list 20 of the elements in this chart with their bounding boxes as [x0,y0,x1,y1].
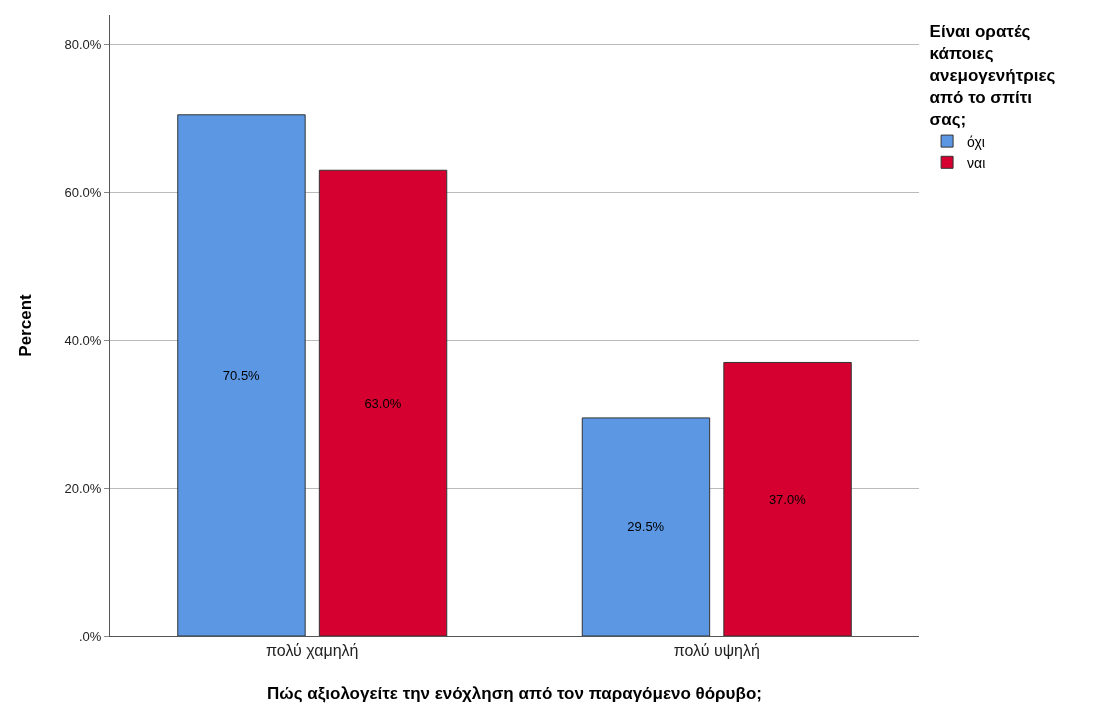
legend-title: Είναι ορατές κάποιες ανεμογενήτριες από το σπίτι σας; [929,22,1056,130]
data-label: 63.0% [364,395,402,411]
y-tick-label: 60.0% [64,184,102,200]
bar [581,417,711,636]
bar [177,114,306,636]
legend-label: ναι [967,154,986,171]
y-tick-label: 20.0% [64,480,102,496]
x-tick-label: πολύ χαμηλή [266,642,359,660]
data-label: 29.5% [627,519,665,535]
bar [318,169,448,636]
data-label: 70.5% [222,367,261,383]
data-label: 37.0% [768,491,807,507]
bar [723,361,852,636]
y-tick-label: .0% [78,628,102,644]
x-tick-label: πολύ υψηλή [673,642,760,660]
y-tick-label: 40.0% [64,332,102,348]
legend-label: όχι [967,133,985,150]
x-axis-title: Πώς αξιολογείτε την ενόχληση από τον παραγόμενο θόρυβο; [267,683,762,703]
y-axis-title: Percent [16,293,36,357]
y-tick-label: 80.0% [64,37,102,53]
